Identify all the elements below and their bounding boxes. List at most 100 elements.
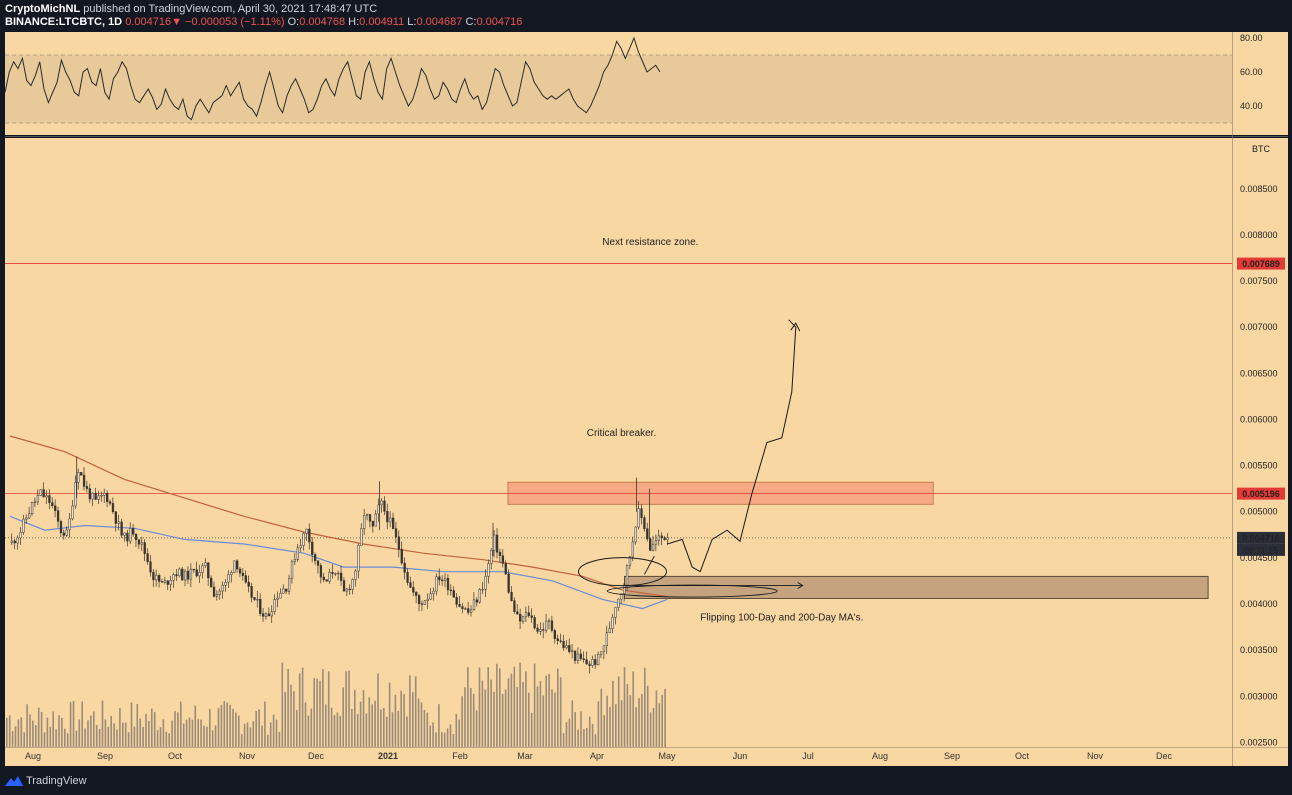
volume-bar: [235, 712, 237, 747]
volume-bar: [162, 719, 165, 747]
candle-body: [129, 528, 132, 542]
candle-body: [39, 489, 42, 496]
candle-body: [423, 600, 427, 605]
candle-body: [539, 629, 542, 632]
volume-bar: [127, 732, 130, 747]
volume-bar: [46, 717, 49, 747]
candle-body: [446, 577, 450, 591]
countdown-label: 06:11:15: [1244, 545, 1278, 555]
candle-body: [550, 620, 554, 631]
candle-body: [88, 488, 92, 500]
volume-bar: [359, 701, 362, 747]
volume-bar: [626, 684, 629, 747]
candle-body: [13, 540, 16, 544]
candle-body: [631, 541, 634, 558]
candle-body: [48, 495, 51, 503]
candle-body: [657, 535, 660, 541]
candle-body: [316, 560, 320, 566]
close-label: C:: [465, 16, 477, 28]
volume-bar: [98, 729, 101, 747]
candle-body: [181, 568, 184, 581]
candle-body: [91, 492, 94, 500]
candle-body: [149, 561, 152, 573]
volume-bar: [342, 687, 344, 747]
candle-body: [501, 555, 505, 564]
candle-body: [175, 574, 178, 577]
candle-body: [282, 588, 285, 594]
time-axis-tick: Oct: [1015, 751, 1030, 761]
volume-bar: [617, 676, 620, 747]
volume-bar: [69, 702, 72, 747]
volume-bar: [600, 688, 603, 747]
candle-body: [56, 510, 60, 522]
volume-bar: [409, 675, 411, 747]
price-axis-tick: 0.002500: [1240, 737, 1278, 747]
price-axis-tick: 0.006000: [1240, 414, 1278, 424]
volume-bar: [545, 675, 547, 747]
volume-bar: [296, 710, 298, 747]
volume-bar: [37, 707, 40, 747]
volume-bar: [548, 673, 550, 747]
time-axis-tick: Apr: [590, 751, 604, 761]
volume-bar: [17, 719, 20, 747]
volume-bar: [504, 689, 507, 747]
candle-body: [74, 482, 77, 507]
volume-bar: [354, 689, 356, 747]
candle-body: [103, 493, 106, 496]
candle-body: [449, 589, 453, 591]
symbol-label[interactable]: BINANCE:LTCBTC, 1D: [5, 16, 123, 28]
volume-bar: [499, 668, 501, 747]
volume-bar: [95, 725, 98, 747]
volume-bar: [6, 717, 8, 747]
volume-bar: [452, 733, 455, 747]
candle-body: [82, 474, 86, 487]
volume-bar: [400, 690, 402, 747]
candle-body: [36, 495, 40, 503]
author-name[interactable]: CryptoMichNL: [5, 3, 81, 15]
candle-body: [62, 532, 66, 536]
candle-body: [221, 584, 224, 592]
breaker-price-label-bg: [1237, 487, 1285, 500]
candle-body: [296, 547, 299, 560]
candle-body: [412, 587, 415, 593]
volume-bar: [551, 689, 553, 747]
candle-body: [51, 502, 54, 507]
volume-bar: [391, 712, 394, 747]
volume-bar: [458, 719, 460, 747]
volume-bar: [61, 717, 63, 747]
volume-bar: [267, 734, 269, 747]
volume-bar: [168, 733, 170, 747]
volume-bar: [554, 692, 556, 747]
volume-bar: [467, 667, 469, 747]
volume-bar: [586, 727, 588, 747]
candle-body: [253, 597, 256, 600]
volume-bar: [629, 695, 632, 747]
candle-body: [285, 588, 288, 592]
candle-body: [172, 574, 175, 581]
volume-bar: [32, 720, 34, 747]
rsi-axis-tick: 40.00: [1240, 101, 1263, 111]
candle-body: [42, 489, 45, 498]
candle-body: [28, 513, 31, 519]
tradingview-brand[interactable]: TradingView: [5, 775, 87, 787]
candle-body: [660, 535, 663, 538]
volume-bar: [388, 682, 391, 747]
candle-body: [542, 629, 545, 631]
volume-bar: [211, 730, 214, 747]
candle-body: [605, 632, 609, 646]
volume-bar: [638, 698, 640, 747]
candle-body: [218, 590, 221, 595]
candle-body: [19, 532, 22, 539]
volume-bar: [171, 720, 173, 747]
open-label: O:: [287, 16, 300, 28]
candle-body: [210, 577, 213, 588]
volume-bar: [597, 701, 600, 747]
candle-body: [481, 588, 484, 591]
volume-bar: [397, 711, 400, 747]
volume-bar: [557, 668, 559, 747]
candle-body: [614, 607, 617, 618]
candle-body: [106, 493, 109, 503]
last-price-value: 0.004716: [125, 16, 172, 28]
volume-bar: [220, 704, 223, 747]
